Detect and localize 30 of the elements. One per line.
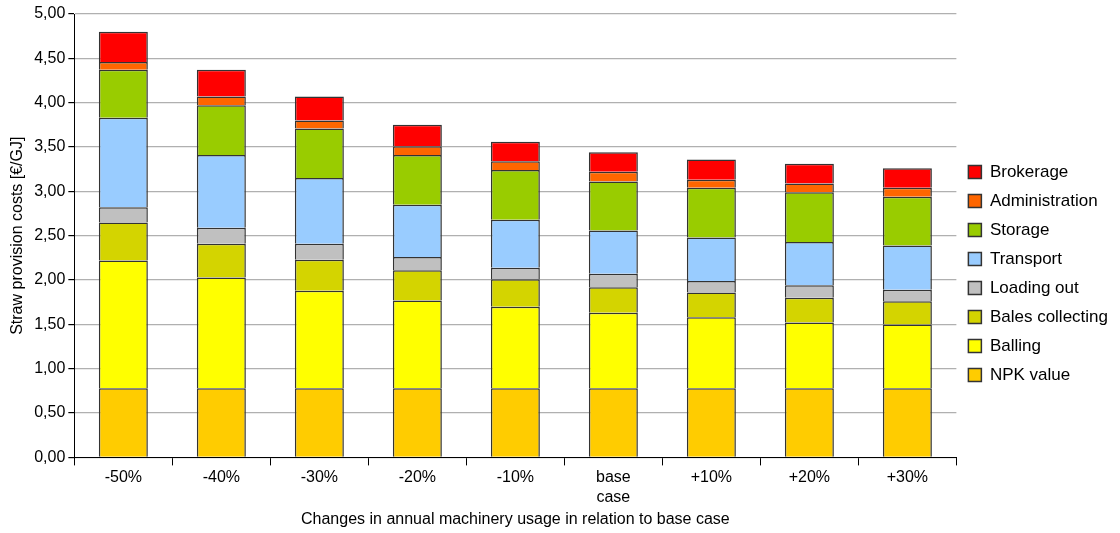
y-tick-label: 3,50 — [34, 137, 66, 155]
y-tick-label: 4,00 — [34, 93, 66, 111]
x-tick-label: +10% — [690, 468, 733, 486]
y-tick-label: 0,50 — [34, 403, 66, 421]
y-tick-label: 5,00 — [34, 4, 66, 22]
x-tick-label: -20% — [398, 468, 437, 486]
x-tick-label: -30% — [300, 468, 339, 486]
legend-label: Administration — [989, 190, 1098, 210]
legend-label: Storage — [989, 219, 1050, 239]
legend-label: Transport — [989, 248, 1063, 268]
y-tick-label: 4,50 — [34, 48, 66, 66]
legend-label: Balling — [989, 335, 1041, 355]
x-tick-label: +20% — [788, 468, 831, 486]
x-tick-label: -10% — [496, 468, 535, 486]
y-tick-label: 1,50 — [34, 314, 66, 332]
y-axis-title: Straw provision costs [€/GJ] — [8, 136, 26, 335]
y-tick-label: 3,00 — [34, 181, 66, 199]
legend-label: Brokerage — [989, 161, 1069, 181]
x-tick-label: -40% — [202, 468, 241, 486]
y-tick-label: 2,50 — [34, 226, 66, 244]
x-tick-label: base case — [596, 468, 631, 505]
y-tick-label: 1,00 — [34, 359, 66, 377]
x-axis-title: Changes in annual machinery usage in relation to base case — [301, 509, 730, 527]
legend-label: Bales collecting — [989, 306, 1108, 326]
legend-label: Loading out — [989, 277, 1080, 297]
y-tick-label: 2,00 — [34, 270, 66, 288]
y-tick-label: 0,00 — [34, 447, 66, 465]
x-tick-label: -50% — [104, 468, 143, 486]
legend-label: NPK value — [989, 364, 1071, 384]
x-tick-label: +30% — [886, 468, 929, 486]
